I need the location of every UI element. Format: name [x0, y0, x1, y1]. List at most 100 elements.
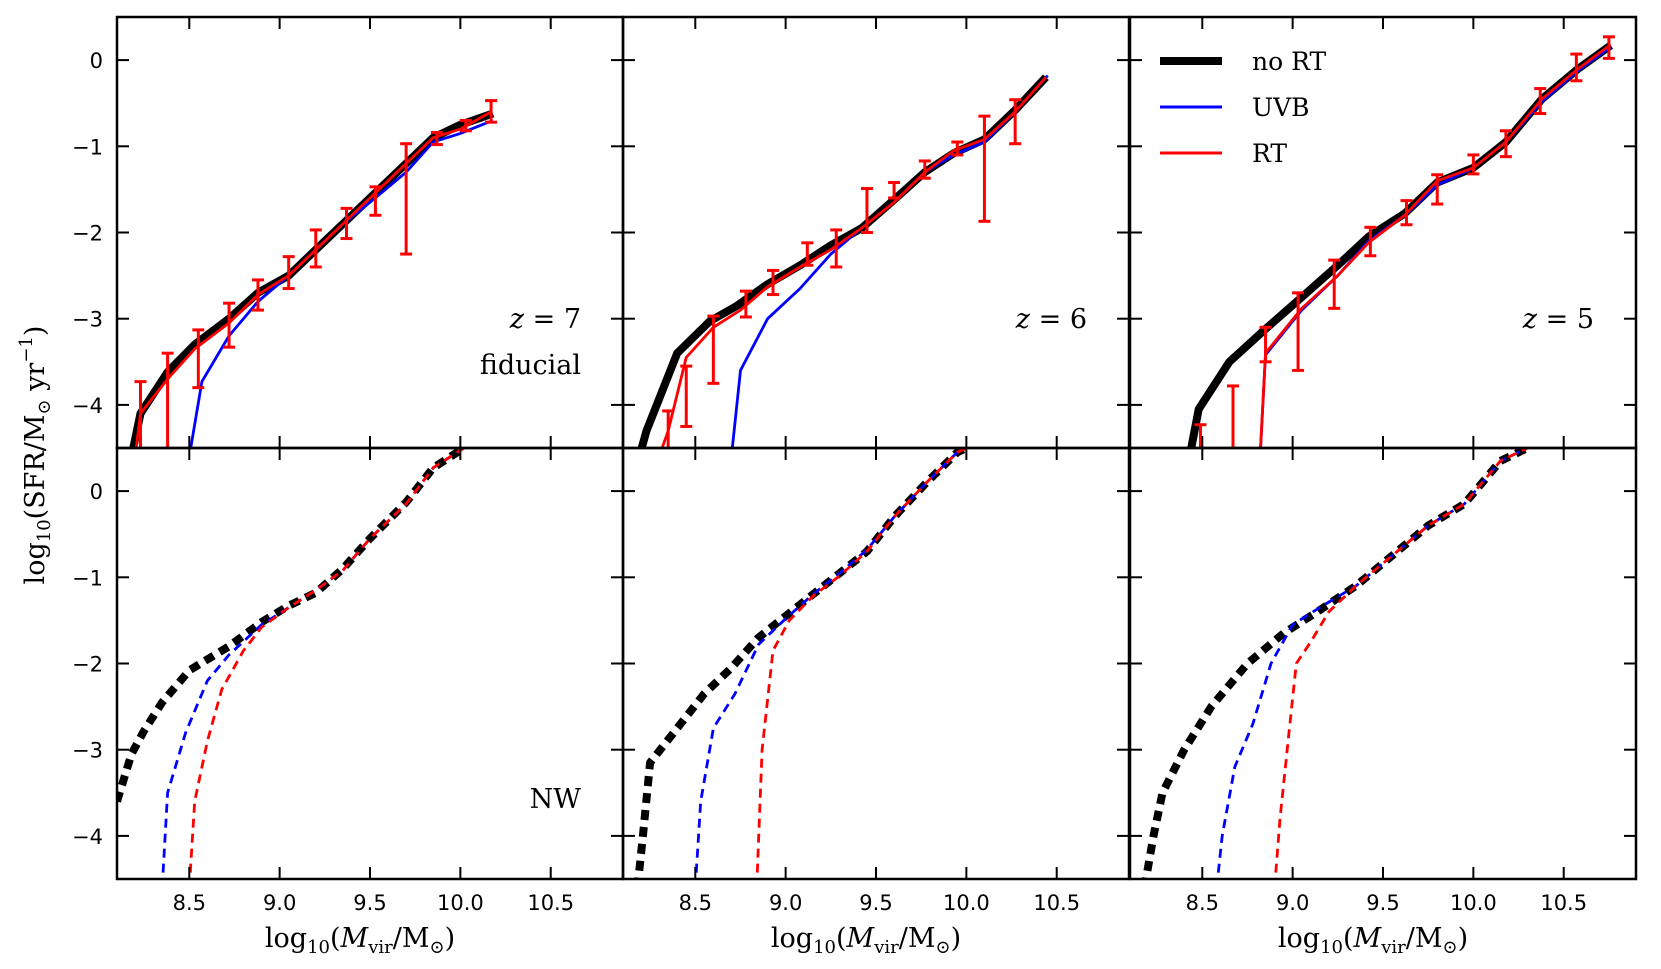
- x-tick-label: 9.5: [859, 891, 892, 915]
- series-uvb-line: [730, 74, 1049, 448]
- x-tick-label: 10.5: [1033, 891, 1080, 915]
- rt-error-bar: [309, 228, 322, 269]
- panel-frame: [115, 15, 625, 450]
- panel-1-1-axes: 8.5 9.0 9.5 10.0 10.5: [621, 446, 1131, 915]
- series-rt-line: [1259, 43, 1612, 448]
- series-uvb-line: [1259, 46, 1612, 448]
- y-tick-label: −1: [72, 566, 103, 590]
- panel-model-label: fiducial: [480, 350, 581, 381]
- y-tick-label: −2: [72, 222, 103, 246]
- panel-1-1-plot-area: [634, 448, 969, 879]
- rt-error-bar: [485, 99, 498, 124]
- series-uvb-line: [1216, 448, 1529, 879]
- rt-error-bar: [1009, 98, 1022, 146]
- rt-error-bar: [369, 185, 382, 217]
- x-tick-label: 9.0: [769, 891, 802, 915]
- panel-model-label: NW: [530, 784, 582, 815]
- redshift-label: z = 6: [1015, 304, 1087, 335]
- series-rt-line: [188, 448, 465, 879]
- rt-error-bar: [860, 187, 873, 234]
- y-tick-label: 0: [90, 49, 103, 73]
- series-nort-line: [117, 448, 467, 803]
- legend: no RT UVB RT: [1160, 47, 1326, 168]
- rt-error-bar: [951, 140, 964, 157]
- y-tick-label: −4: [72, 394, 103, 418]
- rt-error-bar: [766, 268, 779, 297]
- x-tick-label: 10.5: [1540, 891, 1587, 915]
- series-rt-line: [1273, 448, 1529, 879]
- legend-entry-uvb: UVB: [1160, 93, 1310, 122]
- legend-entry-no-rt: no RT: [1160, 47, 1326, 76]
- series-rt-line: [660, 76, 1047, 448]
- panel-1-0-plot-area: [117, 448, 467, 879]
- rt-error-bar: [1328, 258, 1341, 310]
- rt-error-bar: [1259, 325, 1272, 364]
- redshift-label: z = 5: [1522, 304, 1594, 335]
- rt-error-bar: [739, 289, 752, 319]
- legend-label: UVB: [1252, 93, 1310, 122]
- rt-error-bar: [161, 351, 174, 448]
- x-tick-label: 10.0: [943, 891, 990, 915]
- rt-error-bar: [1400, 199, 1413, 227]
- rt-error-bar: [918, 159, 931, 180]
- series-rt-line: [134, 110, 492, 448]
- y-tick-label: −3: [72, 739, 103, 763]
- x-tick-label: 9.5: [1366, 891, 1399, 915]
- series-uvb-line: [694, 448, 967, 879]
- y-tick-label: −3: [72, 308, 103, 332]
- rt-error-bar: [801, 241, 814, 267]
- series-uvb-line: [161, 448, 465, 879]
- panel-0-0-plot-area: [129, 99, 498, 448]
- rt-error-bar: [134, 380, 147, 448]
- rt-error-bar: [251, 278, 264, 312]
- y-tick-label: 0: [90, 480, 103, 504]
- rt-error-bar: [888, 181, 901, 200]
- x-axis-label: log10(Mvir/M⊙): [265, 923, 455, 958]
- rt-error-bar: [662, 409, 675, 448]
- x-tick-label: 10.0: [1450, 891, 1497, 915]
- rt-error-bar: [1292, 291, 1305, 372]
- x-axis-label: log10(Mvir/M⊙): [1278, 923, 1468, 958]
- rt-error-bar: [1227, 384, 1240, 448]
- rt-error-bar: [707, 314, 720, 385]
- rt-error-bar: [680, 364, 693, 428]
- panel-0-1-plot-area: [637, 74, 1049, 448]
- rt-error-bar: [282, 255, 295, 291]
- panel-1-0-axes: 0 −1 −2 −3 −4 8.5 9.0 9.5 10.0 10.5 NW: [72, 446, 625, 915]
- panel-1-2-plot-area: [1141, 448, 1530, 879]
- panel-frame: [621, 446, 1131, 881]
- x-tick-label: 8.5: [679, 891, 712, 915]
- panel-0-2-plot-area: [1187, 35, 1615, 448]
- panel-0-1-axes: z = 6: [621, 15, 1131, 450]
- panel-frame: [621, 15, 1131, 450]
- rt-error-bar: [192, 328, 205, 390]
- x-tick-label: 9.5: [353, 891, 386, 915]
- rt-error-bar: [340, 206, 353, 241]
- rt-error-bar: [1570, 52, 1583, 83]
- rt-error-bar: [400, 142, 413, 256]
- legend-label: RT: [1252, 139, 1287, 168]
- x-tick-label: 8.5: [1186, 891, 1219, 915]
- y-tick-label: −4: [72, 825, 103, 849]
- rt-error-bar: [1194, 423, 1207, 448]
- x-tick-label: 8.5: [173, 891, 206, 915]
- x-tick-label: 9.0: [1276, 891, 1309, 915]
- panel-1-2-axes: 8.5 9.0 9.5 10.0 10.5: [1128, 446, 1638, 915]
- rt-error-bar: [1467, 153, 1480, 176]
- rt-error-bar: [223, 301, 236, 349]
- y-tick-label: −1: [72, 135, 103, 159]
- rt-error-bar: [830, 228, 843, 269]
- series-nort-line: [1141, 448, 1530, 879]
- panel-0-0-axes: 0 −1 −2 −3 −4 z = 7 fiducial: [72, 15, 625, 450]
- rt-error-bar: [1431, 173, 1444, 206]
- rt-error-bar: [1534, 87, 1547, 116]
- series-nort-line: [129, 109, 495, 448]
- rt-error-bar: [459, 118, 472, 133]
- x-axis-label: log10(Mvir/M⊙): [771, 923, 961, 958]
- x-tick-label: 10.5: [527, 891, 574, 915]
- redshift-label: z = 7: [509, 304, 581, 335]
- rt-error-bar: [1602, 35, 1615, 60]
- y-tick-label: −2: [72, 653, 103, 677]
- series-rt-line: [755, 448, 967, 879]
